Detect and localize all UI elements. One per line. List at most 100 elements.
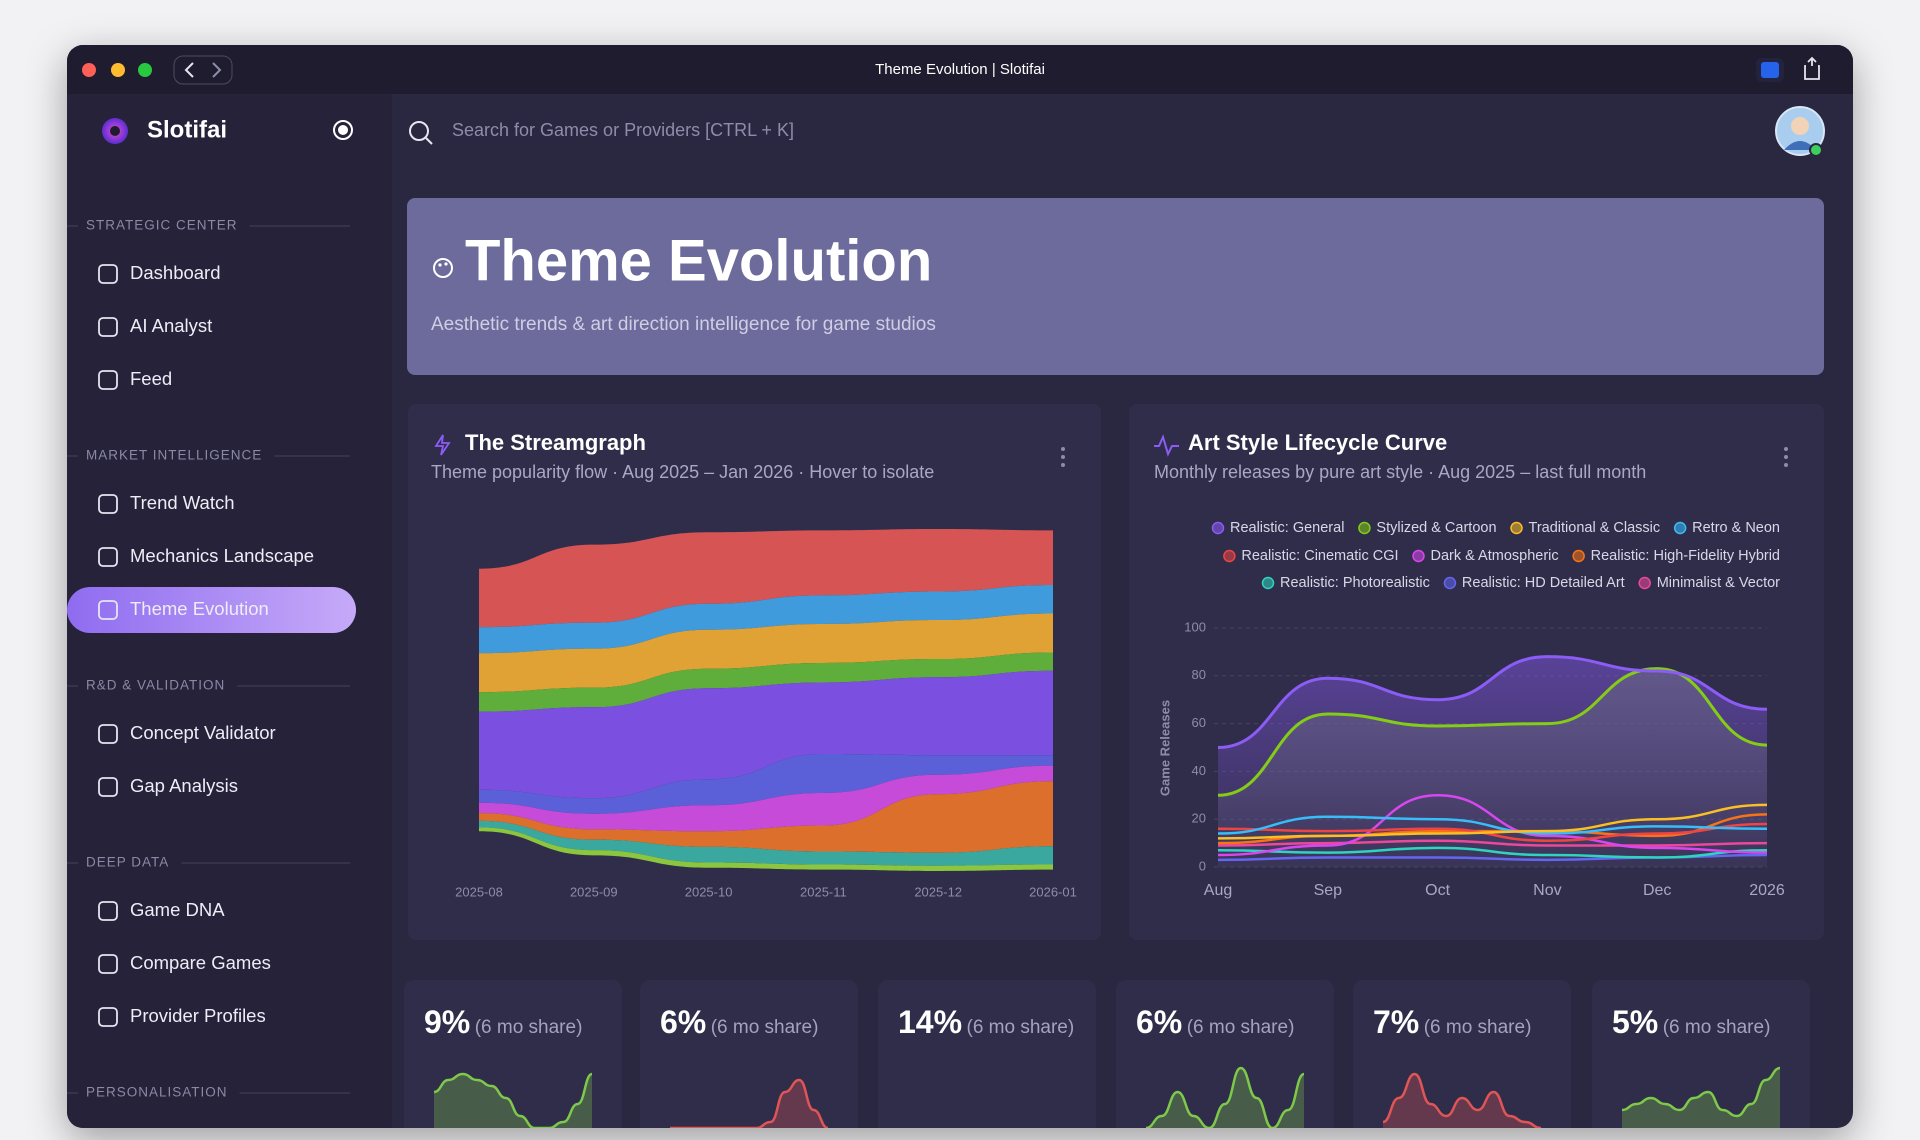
kpi-card: 9% (6 mo share) xyxy=(404,980,622,1128)
app-canvas: Theme Evolution | Slotifai Slotifai STRA… xyxy=(67,45,1853,1128)
extension-button[interactable] xyxy=(1761,62,1779,78)
sparkline-line xyxy=(1621,1066,1781,1118)
back-button[interactable] xyxy=(184,62,194,78)
legend-label: Retro & Neon xyxy=(1692,520,1780,536)
x-tick-label: 2025-10 xyxy=(685,884,733,899)
legend-label: Dark & Atmospheric xyxy=(1431,548,1559,564)
kpi-value: 7% xyxy=(1373,1004,1420,1040)
nav-item[interactable]: Trend Watch xyxy=(130,492,235,513)
stream-layer[interactable] xyxy=(479,652,1053,712)
legend-item[interactable]: Realistic: General xyxy=(1211,520,1344,536)
brand-logo-core xyxy=(110,126,120,136)
x-tick-label: 2025-11 xyxy=(800,884,847,899)
nav-item[interactable]: Compare Games xyxy=(130,952,271,973)
minimize-button[interactable] xyxy=(111,63,125,77)
legend-swatch xyxy=(1673,521,1687,535)
legend-item[interactable]: Traditional & Classic xyxy=(1510,520,1660,536)
legend-label: Realistic: High-Fidelity Hybrid xyxy=(1591,548,1780,564)
stream-layer[interactable] xyxy=(479,820,1053,866)
stream-layer[interactable] xyxy=(479,613,1053,693)
kpi-value: 6% xyxy=(1136,1004,1183,1040)
legend-item[interactable]: Stylized & Cartoon xyxy=(1358,520,1497,536)
nav-item[interactable]: Mechanics Landscape xyxy=(130,545,314,566)
stream-layer[interactable] xyxy=(479,827,1053,871)
legend-item[interactable]: Realistic: Cinematic CGI xyxy=(1223,548,1399,564)
legend-item[interactable]: Realistic: HD Detailed Art xyxy=(1443,575,1625,591)
sparkline-area xyxy=(1622,1068,1780,1128)
nav-icon xyxy=(98,317,118,337)
card-menu[interactable] xyxy=(1061,447,1065,467)
sparkline-line xyxy=(1382,1072,1542,1128)
forward-button[interactable] xyxy=(212,62,222,78)
nav-icon xyxy=(98,494,118,514)
card-subtitle: Monthly releases by pure art style · Aug… xyxy=(1154,462,1646,482)
nav-item[interactable]: Gap Analysis xyxy=(130,775,238,796)
kpi-card: 14% (6 mo share) xyxy=(878,980,1096,1128)
series-line[interactable] xyxy=(1217,794,1768,857)
y-tick-label: 40 xyxy=(1192,763,1206,778)
nav-item[interactable]: Game DNA xyxy=(130,899,225,920)
kpi-value: 9% xyxy=(424,1004,471,1040)
nav-item[interactable]: Dashboard xyxy=(130,262,221,283)
sparkline xyxy=(1382,1072,1542,1128)
theme-toggle[interactable] xyxy=(333,120,353,140)
legend-label: Minimalist & Vector xyxy=(1657,575,1780,591)
x-tick-label: 2026 xyxy=(1749,882,1785,899)
stream-layer[interactable] xyxy=(479,670,1053,799)
series-line[interactable] xyxy=(1217,803,1768,840)
sparkline-line xyxy=(433,1072,593,1128)
series-line[interactable] xyxy=(1217,822,1768,842)
series-line[interactable] xyxy=(1217,815,1768,835)
legend-label: Realistic: Photorealistic xyxy=(1280,575,1430,591)
nav-item[interactable]: Concept Validator xyxy=(130,722,276,743)
nav-item[interactable]: AI Analyst xyxy=(130,315,212,336)
close-button[interactable] xyxy=(82,63,96,77)
stream-layer[interactable] xyxy=(479,529,1053,628)
card-subtitle: Theme popularity flow · Aug 2025 – Jan 2… xyxy=(431,462,934,482)
kpi-value: 14% xyxy=(898,1004,963,1040)
stream-layer[interactable] xyxy=(479,765,1053,832)
legend-item[interactable]: Realistic: High-Fidelity Hybrid xyxy=(1572,548,1780,564)
window-title: Theme Evolution | Slotifai xyxy=(875,61,1045,78)
sparkline-area xyxy=(1383,1074,1541,1128)
search-input[interactable]: Search for Games or Providers [CTRL + K] xyxy=(452,120,794,140)
series-line[interactable] xyxy=(1217,846,1768,859)
nav-item[interactable]: Feed xyxy=(130,368,172,389)
series-line[interactable] xyxy=(1217,839,1768,847)
stream-layer[interactable] xyxy=(479,753,1053,814)
kpi-note: (6 mo share) xyxy=(1186,1017,1295,1038)
brand-name: Slotifai xyxy=(147,116,227,143)
stream-layer[interactable] xyxy=(479,584,1053,654)
legend-label: Stylized & Cartoon xyxy=(1376,520,1496,536)
zoom-button[interactable] xyxy=(138,63,152,77)
legend-label: Realistic: HD Detailed Art xyxy=(1462,575,1625,591)
legend-item[interactable]: Dark & Atmospheric xyxy=(1412,548,1559,564)
legend-item[interactable]: Retro & Neon xyxy=(1673,520,1780,536)
sidebar-nav: STRATEGIC CENTER Dashboard AI Analyst Feed M… xyxy=(67,218,356,1100)
kpi-note: (6 mo share) xyxy=(1662,1017,1771,1038)
legend-item[interactable]: Minimalist & Vector xyxy=(1638,575,1780,591)
kpi-card: 6% (6 mo share) xyxy=(1116,980,1334,1128)
stream-layer[interactable] xyxy=(479,781,1053,853)
nav-section-title: PERSONALISATION xyxy=(86,1085,228,1100)
legend-swatch xyxy=(1358,521,1371,535)
nav-icon xyxy=(98,547,118,567)
nav-item[interactable]: Provider Profiles xyxy=(130,1005,266,1026)
page-title: Theme Evolution xyxy=(465,228,932,293)
sparkline-area xyxy=(434,1074,592,1128)
x-tick-label: 2025-09 xyxy=(570,884,618,899)
share-button[interactable] xyxy=(1804,56,1820,80)
series-line[interactable] xyxy=(1217,655,1768,749)
nav-icon xyxy=(98,1007,118,1027)
card-menu[interactable] xyxy=(1784,447,1788,467)
legend-swatch xyxy=(1261,576,1275,590)
legend-item[interactable]: Realistic: Photorealistic xyxy=(1261,575,1430,591)
kpi-note: (6 mo share) xyxy=(966,1017,1075,1038)
x-tick-label: Nov xyxy=(1533,882,1561,899)
card-title: The Streamgraph xyxy=(465,430,646,455)
nav-section-title: STRATEGIC CENTER xyxy=(86,218,238,233)
legend-swatch xyxy=(1223,549,1236,563)
legend-label: Realistic: Cinematic CGI xyxy=(1241,548,1398,564)
nav-item[interactable]: Theme Evolution xyxy=(130,598,269,619)
palette-dot xyxy=(438,263,442,267)
